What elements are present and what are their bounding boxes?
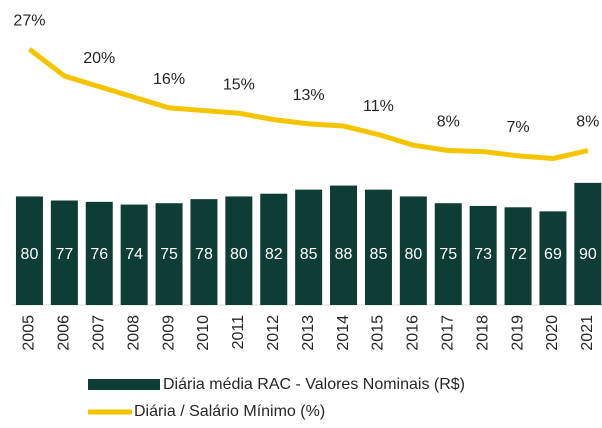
bar [155,203,183,305]
x-tick-label: 2019 [509,315,526,351]
x-tick-label: 2016 [405,315,422,351]
x-tick-label: 2021 [579,315,596,351]
x-tick-label: 2006 [56,315,73,351]
bar-label: 76 [90,246,108,263]
bar-label: 69 [544,246,562,263]
bar-label: 80 [21,246,39,263]
legend: Diária média RAC - Valores Nominais (R$)… [88,376,465,420]
bar-label: 85 [370,246,388,263]
bar-label: 90 [579,246,597,263]
bar-label: 73 [474,246,492,263]
bar-label: 78 [195,246,213,263]
x-tick-label: 2013 [300,315,317,351]
bar-label: 74 [125,246,143,263]
line-label: 20% [83,50,115,67]
legend-swatch-bar [88,379,160,390]
bar [15,196,43,305]
bar [225,196,253,305]
bar [120,204,148,305]
bar [469,205,497,305]
bar [504,207,532,305]
x-tick-label: 2014 [335,315,352,351]
bar-label: 77 [55,246,73,263]
bar-label: 82 [265,246,283,263]
legend-label: Diária média RAC - Valores Nominais (R$) [163,376,465,393]
x-tick-label: 2009 [160,315,177,351]
bar [295,189,323,305]
bar-label: 80 [230,246,248,263]
bar-label: 85 [300,246,318,263]
x-tick-label: 2012 [265,315,282,351]
line [27,47,589,162]
bar-label: 72 [509,246,527,263]
x-tick-label: 2007 [90,315,107,351]
bar [260,193,288,305]
x-tick-label: 2015 [370,315,387,351]
x-tick-label: 2017 [439,315,456,351]
x-tick-label: 2018 [474,315,491,351]
bar [85,201,113,305]
bar [574,182,602,305]
bar [434,203,462,305]
legend-label: Diária / Salário Mínimo (%) [134,403,325,420]
x-tick-label: 2020 [544,315,561,351]
bar-label: 75 [439,246,457,263]
line-label: 7% [506,119,529,136]
line-label: 16% [153,71,185,88]
line-label: 8% [576,114,599,131]
line-label: 11% [363,98,394,115]
x-tick-label: 2008 [125,315,142,351]
bar-label: 88 [335,246,353,263]
bar [399,196,427,305]
bar [190,199,218,305]
bar [330,185,358,305]
x-tick-label: 2005 [21,315,38,351]
x-tick-label: 2010 [195,315,212,351]
line-label: 8% [437,114,460,131]
line-label: 27% [13,13,45,30]
bar [50,200,78,305]
bar [539,211,567,305]
line-label: 13% [293,87,325,104]
bar-label: 80 [404,246,422,263]
line-label: 15% [223,76,255,93]
bar [364,189,392,305]
bar-label: 75 [160,246,178,263]
x-tick-label: 2011 [230,315,247,350]
